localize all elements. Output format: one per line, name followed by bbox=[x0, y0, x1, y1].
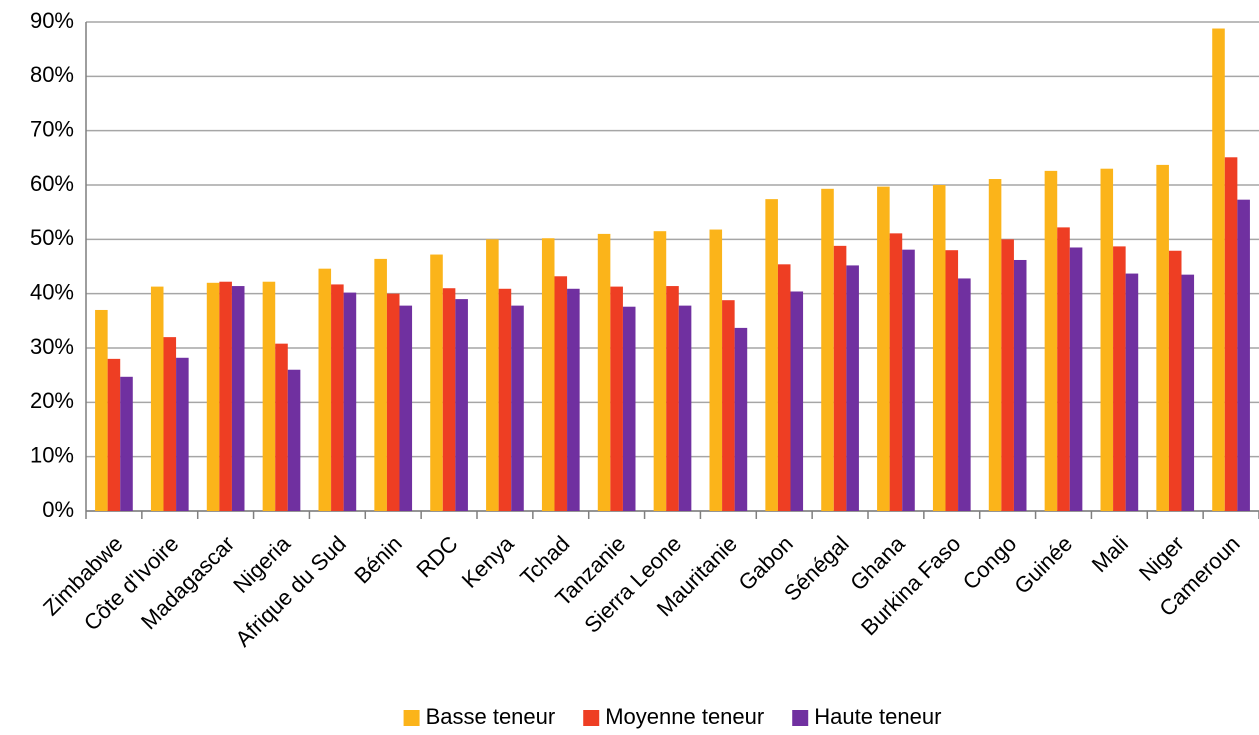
y-tick-label: 30% bbox=[30, 334, 74, 359]
legend-label: Haute teneur bbox=[814, 704, 941, 729]
x-tick-label: Bénin bbox=[349, 531, 406, 588]
bar bbox=[120, 376, 133, 511]
bar bbox=[1168, 250, 1182, 511]
bar bbox=[343, 292, 357, 511]
bar bbox=[1181, 274, 1195, 511]
legend-swatch bbox=[583, 710, 600, 726]
legend-label: Basse teneur bbox=[426, 704, 556, 729]
legend-swatch bbox=[403, 710, 420, 726]
bar bbox=[163, 337, 177, 511]
y-tick-label: 90% bbox=[30, 8, 74, 33]
bar bbox=[777, 264, 791, 511]
bar bbox=[107, 358, 121, 511]
bar bbox=[511, 305, 524, 511]
bar bbox=[399, 305, 413, 511]
y-tick-label: 80% bbox=[30, 62, 74, 87]
bar bbox=[442, 288, 456, 511]
bar bbox=[877, 186, 890, 511]
legend-swatch bbox=[792, 710, 809, 726]
bar bbox=[722, 300, 735, 511]
bar bbox=[1212, 28, 1225, 512]
bar bbox=[902, 249, 915, 511]
bar bbox=[765, 199, 778, 512]
bar bbox=[833, 245, 847, 511]
bar bbox=[1069, 247, 1083, 511]
bar bbox=[486, 239, 499, 512]
y-tick-label: 20% bbox=[30, 388, 74, 413]
bar bbox=[666, 286, 679, 511]
bar bbox=[734, 327, 748, 511]
bar bbox=[262, 281, 276, 511]
bar bbox=[374, 258, 387, 511]
bar bbox=[622, 306, 636, 511]
bar bbox=[498, 288, 512, 511]
bar bbox=[1156, 164, 1169, 511]
bar bbox=[1125, 273, 1139, 511]
y-tick-label: 40% bbox=[30, 279, 74, 304]
bar bbox=[231, 286, 245, 511]
bar bbox=[790, 291, 804, 511]
bar bbox=[653, 231, 667, 511]
bar bbox=[988, 179, 1002, 512]
bar bbox=[1044, 170, 1058, 511]
x-tick-label: Guinée bbox=[1009, 531, 1077, 599]
legend-label: Moyenne teneur bbox=[605, 704, 764, 729]
bar bbox=[275, 343, 288, 511]
bar bbox=[554, 276, 568, 511]
bar bbox=[331, 284, 344, 511]
bar bbox=[1001, 239, 1014, 512]
y-tick-label: 50% bbox=[30, 225, 74, 250]
bar bbox=[1057, 227, 1070, 511]
bar bbox=[1113, 246, 1126, 511]
x-tick-label: Mali bbox=[1087, 531, 1133, 577]
bar bbox=[567, 288, 580, 511]
y-tick-label: 60% bbox=[30, 171, 74, 196]
bar bbox=[597, 233, 611, 511]
bar bbox=[958, 278, 971, 511]
bar bbox=[541, 238, 555, 511]
bar bbox=[430, 254, 443, 511]
bar bbox=[1013, 259, 1027, 511]
x-tick-label: RDC bbox=[411, 531, 462, 582]
bar bbox=[287, 369, 301, 511]
legend: Basse teneur Moyenne teneur Haute teneur bbox=[403, 704, 941, 729]
bar bbox=[386, 293, 400, 511]
bar bbox=[945, 250, 959, 511]
bar bbox=[1237, 199, 1250, 512]
bar bbox=[932, 185, 946, 511]
bar bbox=[709, 229, 723, 511]
x-tick-label: Kenya bbox=[457, 530, 519, 592]
bar bbox=[1224, 157, 1238, 512]
bar bbox=[176, 357, 189, 511]
bar bbox=[678, 305, 692, 511]
bar bbox=[318, 268, 332, 511]
y-tick-label: 10% bbox=[30, 442, 74, 467]
bar bbox=[150, 286, 164, 511]
bar bbox=[889, 233, 903, 511]
bar bbox=[610, 286, 623, 511]
y-tick-label: 0% bbox=[42, 497, 74, 522]
bar bbox=[95, 309, 108, 511]
bar bbox=[846, 265, 859, 511]
bar bbox=[219, 281, 232, 511]
bar bbox=[1100, 168, 1114, 511]
bar bbox=[206, 282, 220, 511]
bar bbox=[455, 299, 468, 511]
bar bbox=[821, 188, 834, 511]
y-tick-label: 70% bbox=[30, 116, 74, 141]
